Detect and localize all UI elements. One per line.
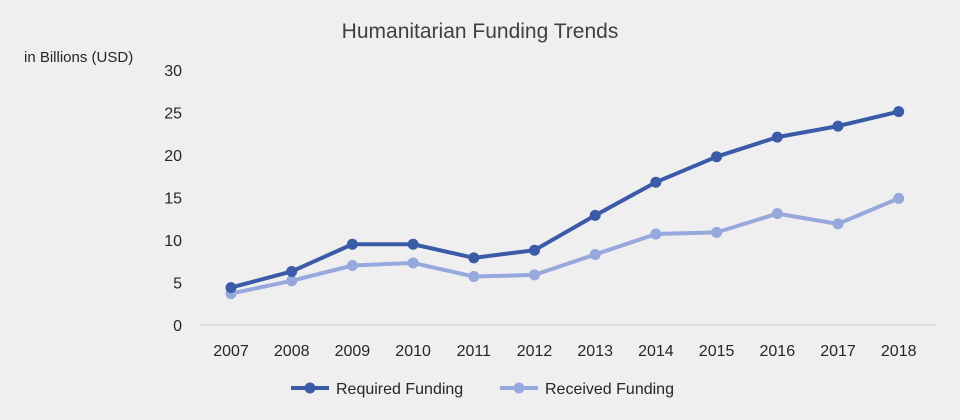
data-point	[286, 275, 298, 287]
x-tick-label: 2008	[274, 343, 310, 360]
y-tick-labels: 0 5 10 15 20 25 30	[164, 63, 182, 335]
data-point	[346, 238, 358, 250]
series-required-funding	[225, 106, 905, 294]
x-tick-label: 2013	[577, 343, 613, 360]
y-tick-label: 30	[164, 63, 182, 80]
x-tick-label: 2010	[395, 343, 431, 360]
x-tick-label: 2007	[213, 343, 249, 360]
chart-title: Humanitarian Funding Trends	[342, 20, 619, 43]
x-tick-label: 2018	[881, 343, 917, 360]
x-tick-label: 2014	[638, 343, 674, 360]
x-tick-label: 2017	[820, 343, 856, 360]
data-point	[286, 265, 298, 277]
series-layer	[225, 106, 905, 300]
legend-item-required-funding: Required Funding	[291, 381, 463, 398]
data-point	[650, 228, 662, 240]
data-point	[589, 248, 601, 260]
data-point	[893, 106, 905, 118]
y-tick-label: 10	[164, 233, 182, 250]
series-line	[229, 196, 901, 296]
data-point	[711, 226, 723, 238]
data-point	[468, 271, 480, 283]
data-point	[407, 257, 419, 269]
y-tick-label: 5	[173, 276, 182, 293]
data-point	[711, 151, 723, 163]
y-tick-label: 20	[164, 148, 182, 165]
y-tick-label: 25	[164, 106, 182, 123]
x-tick-label: 2015	[699, 343, 735, 360]
y-tick-label: 0	[173, 318, 182, 335]
x-tick-label: 2016	[760, 343, 796, 360]
x-tick-labels: 2007 2008 2009 2010 2011 2012 2013 2014 2015 2016…	[213, 343, 916, 360]
data-point	[468, 252, 480, 264]
data-point	[771, 131, 783, 143]
data-point	[529, 269, 540, 281]
data-point	[529, 244, 540, 256]
x-tick-label: 2012	[517, 343, 553, 360]
legend: Required Funding Received Funding	[291, 381, 674, 398]
series-received-funding	[225, 192, 905, 300]
x-tick-label: 2011	[457, 343, 492, 360]
data-point	[893, 192, 905, 204]
data-point	[225, 282, 237, 294]
data-point	[650, 176, 662, 188]
legend-label: Received Funding	[545, 381, 674, 398]
legend-marker	[513, 382, 525, 394]
data-point	[346, 260, 358, 271]
data-point	[832, 218, 844, 230]
series-line	[229, 109, 901, 290]
legend-label: Required Funding	[336, 381, 463, 398]
y-axis-label: in Billions (USD)	[24, 49, 133, 66]
x-tick-label: 2009	[335, 343, 371, 360]
data-point	[589, 209, 601, 221]
legend-marker	[304, 382, 316, 394]
data-point	[407, 238, 419, 250]
legend-item-received-funding: Received Funding	[500, 381, 674, 398]
data-point	[832, 120, 844, 132]
data-point	[771, 208, 783, 220]
y-tick-label: 15	[164, 191, 182, 208]
